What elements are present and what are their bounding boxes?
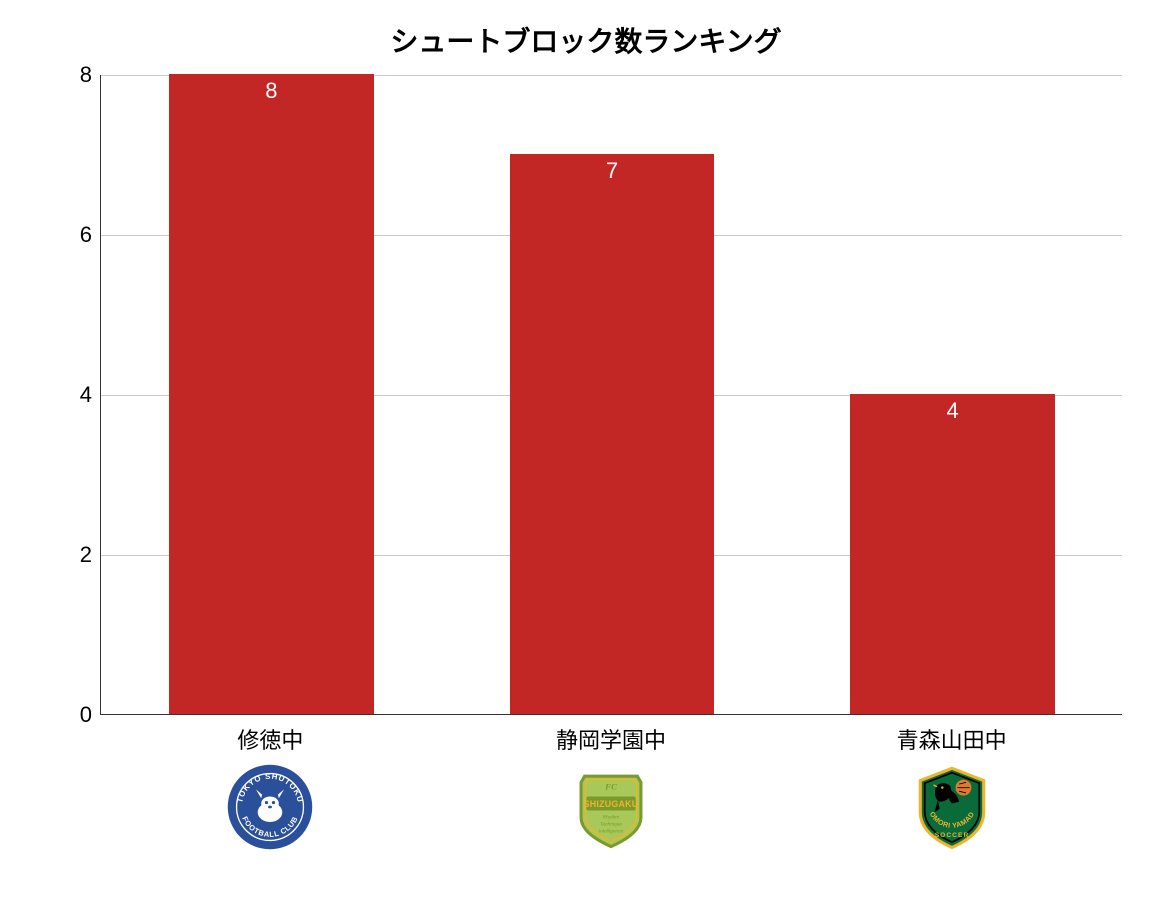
team-logos-row: TOKYO SHUTOKU FOOTBALL CLUB FC SHIZUGAKU… <box>100 763 1122 853</box>
x-axis-label: 静岡学園中 <box>556 723 666 755</box>
team-logo-shutoku-icon: TOKYO SHUTOKU FOOTBALL CLUB <box>226 763 314 851</box>
team-logo-aomori-yamada-icon: AOMORI YAMADA SOCCER <box>908 763 996 851</box>
bar: 4 <box>850 394 1054 714</box>
svg-text:FC: FC <box>604 781 617 791</box>
bar-value-label: 4 <box>947 398 959 424</box>
chart-container: 874 02468 <box>70 75 1122 715</box>
team-logo-aomori-yamada: AOMORI YAMADA SOCCER <box>908 763 996 851</box>
svg-text:SHIZUGAKU: SHIZUGAKU <box>584 799 639 809</box>
team-logo-shizugaku: FC SHIZUGAKU Rhythm Technique Intelligen… <box>567 763 655 851</box>
plot-area: 8 7 4 <box>100 75 1122 715</box>
x-axis-label: 青森山田中 <box>897 723 1007 755</box>
chart-title: シュートブロック数ランキング <box>0 0 1172 75</box>
x-axis-labels: 修徳中 静岡学園中 青森山田中 <box>100 723 1122 753</box>
y-tick-label: 2 <box>42 542 92 568</box>
y-tick-label: 8 <box>42 62 92 88</box>
bar: 7 <box>510 154 714 714</box>
svg-text:Intelligence: Intelligence <box>599 829 624 835</box>
svg-text:Technique: Technique <box>600 821 622 827</box>
svg-text:SOCCER: SOCCER <box>934 832 969 839</box>
bar: 8 <box>169 74 373 714</box>
team-logo-shizugaku-icon: FC SHIZUGAKU Rhythm Technique Intelligen… <box>567 763 655 851</box>
y-tick-label: 6 <box>42 222 92 248</box>
team-logo-shutoku: TOKYO SHUTOKU FOOTBALL CLUB <box>226 763 314 851</box>
y-tick-label: 4 <box>42 382 92 408</box>
y-tick-label: 0 <box>42 702 92 728</box>
bar-value-label: 8 <box>265 78 277 104</box>
x-axis-label: 修徳中 <box>237 723 303 755</box>
bar-value-label: 7 <box>606 158 618 184</box>
svg-text:Rhythm: Rhythm <box>603 814 620 820</box>
